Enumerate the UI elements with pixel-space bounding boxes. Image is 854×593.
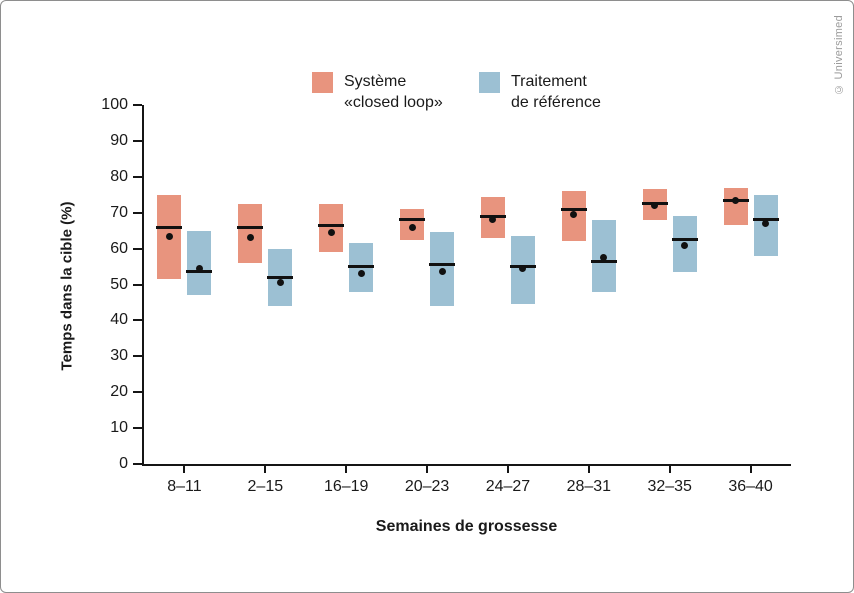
y-axis-tick xyxy=(133,463,142,465)
legend-label-closed-loop: Système «closed loop» xyxy=(344,71,443,113)
x-axis-tick-label: 20–23 xyxy=(404,478,450,495)
mean-dot xyxy=(762,219,770,227)
x-axis-tick xyxy=(426,464,429,473)
mean-dot xyxy=(489,216,497,224)
mean-dot xyxy=(732,196,740,204)
y-axis-tick xyxy=(133,175,142,178)
y-axis-tick xyxy=(133,139,142,142)
median-line xyxy=(429,263,456,267)
x-axis-title: Semaines de grossesse xyxy=(375,518,558,535)
mean-dot xyxy=(276,279,284,287)
y-axis-tick-label: 90 xyxy=(110,131,128,149)
closed-loop-range-bar xyxy=(238,203,263,263)
median-line xyxy=(752,218,779,222)
y-axis-tick-label: 60 xyxy=(110,239,128,257)
median-line xyxy=(267,275,294,279)
legend-label-line: de référence xyxy=(511,94,601,111)
median-line xyxy=(590,259,617,263)
y-axis-tick xyxy=(133,211,142,214)
x-axis-tick xyxy=(749,464,752,473)
median-line xyxy=(399,218,426,222)
x-axis-tick-label: 16–19 xyxy=(323,478,369,495)
legend-label-line: «closed loop» xyxy=(344,94,443,111)
mean-dot xyxy=(438,268,446,276)
mean-dot xyxy=(357,270,365,278)
y-axis-title: Temps dans la cible (%) xyxy=(58,201,76,371)
mean-dot xyxy=(681,241,689,249)
x-axis-tick xyxy=(345,464,348,473)
y-axis-tick xyxy=(133,319,142,322)
legend-item-closed-loop: Système «closed loop» xyxy=(312,71,443,113)
y-axis-tick-label: 100 xyxy=(101,96,128,113)
median-line xyxy=(186,270,213,274)
y-axis-tick xyxy=(133,391,142,394)
x-axis-tick xyxy=(668,464,671,473)
y-axis-tick-label: 30 xyxy=(110,347,128,365)
y-axis-tick-label: 0 xyxy=(119,455,128,472)
median-line xyxy=(671,238,698,242)
reference-range-bar xyxy=(187,230,212,296)
x-axis-tick xyxy=(506,464,509,473)
y-axis-tick-label: 70 xyxy=(110,203,128,221)
y-axis-tick xyxy=(133,427,142,430)
y-axis-tick xyxy=(133,283,142,286)
mean-dot xyxy=(195,264,203,272)
median-line xyxy=(479,214,506,218)
median-line xyxy=(560,207,587,211)
legend-label-reference: Traitement de référence xyxy=(511,71,601,113)
y-axis-tick-label: 80 xyxy=(110,167,128,185)
closed-loop-range-bar xyxy=(723,187,748,226)
x-axis-tick-label: 32–35 xyxy=(647,478,692,495)
mean-dot xyxy=(651,202,659,210)
mean-dot xyxy=(408,223,416,231)
x-axis-tick-label: 8–11 xyxy=(167,478,202,495)
mean-dot xyxy=(327,228,335,236)
mean-dot xyxy=(600,254,608,262)
x-axis-tick xyxy=(264,464,267,473)
y-axis-tick-label: 40 xyxy=(110,311,128,329)
x-axis-tick-label: 28–31 xyxy=(566,478,612,495)
copyright-text: © Universimed xyxy=(833,15,845,96)
median-line xyxy=(348,265,375,269)
plot-area: 0 10 20 30 40 50 60 70 80 90 100 8–11 2–15 16–19 20–23… xyxy=(101,96,791,495)
x-axis-tick-label: 24–27 xyxy=(485,478,531,495)
y-axis-tick xyxy=(133,104,142,106)
mean-dot xyxy=(246,234,254,242)
legend-item-reference: Traitement de référence xyxy=(479,71,601,113)
mean-dot xyxy=(519,264,527,272)
legend-label-line: Système xyxy=(344,73,407,90)
median-line xyxy=(318,223,345,227)
median-line xyxy=(237,225,264,229)
y-axis-tick-label: 10 xyxy=(110,419,128,437)
y-axis-tick xyxy=(133,247,142,250)
legend-swatch-reference xyxy=(479,72,500,93)
y-axis-tick-label: 20 xyxy=(110,383,128,401)
median-line xyxy=(156,225,183,229)
x-axis-tick-label: 36–40 xyxy=(728,478,773,495)
y-axis-tick xyxy=(133,355,142,358)
legend-swatch-closed-loop xyxy=(312,72,333,93)
closed-loop-range-bar xyxy=(319,203,344,253)
x-axis-tick xyxy=(587,464,590,473)
legend-label-line: Traitement xyxy=(511,73,587,90)
x-axis-tick xyxy=(183,464,186,473)
x-axis-tick-label: 2–15 xyxy=(247,478,284,495)
y-axis-tick-label: 50 xyxy=(110,275,128,293)
mean-dot xyxy=(165,232,173,240)
mean-dot xyxy=(570,210,578,218)
